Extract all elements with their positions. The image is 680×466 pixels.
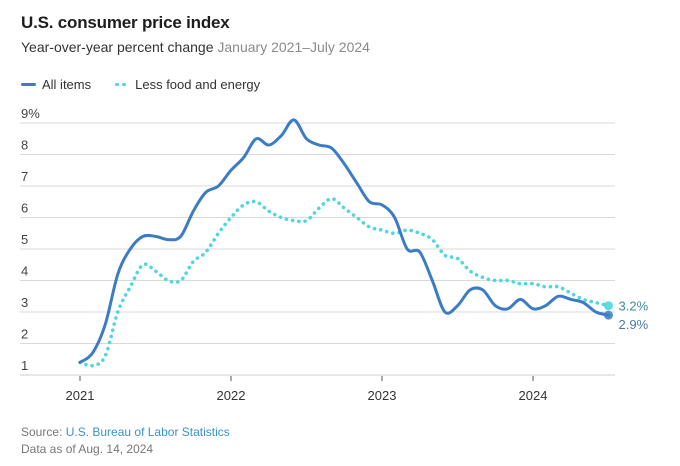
legend: All items Less food and energy	[21, 77, 282, 92]
y-tick-label: 6	[21, 201, 28, 216]
end-marker-all-items	[604, 310, 613, 320]
line-chart: 9% 8 7 6 5 4 3 2 1 2021 2022 2023 2024 3.2% 2.9%	[20, 106, 649, 403]
subtitle-date-range: January 2021–July 2024	[217, 39, 370, 55]
series-lines	[78, 118, 611, 368]
legend-label: All items	[42, 77, 92, 92]
chart-subtitle: Year-over-year percent change January 20…	[21, 39, 370, 55]
gridlines	[20, 122, 615, 376]
dotted-line-swatch-icon	[113, 82, 128, 87]
y-axis-ticks: 9% 8 7 6 5 4 3 2 1	[21, 106, 40, 373]
solid-line-swatch-icon	[21, 83, 36, 86]
subtitle-text: Year-over-year percent change	[21, 39, 214, 55]
y-tick-label: 2	[21, 327, 28, 342]
y-tick-label: 4	[21, 264, 28, 279]
chart-title: U.S. consumer price index	[21, 13, 230, 32]
legend-item-all-items: All items	[21, 77, 91, 92]
x-tick-label: 2023	[368, 388, 397, 403]
source-line: Source: U.S. Bureau of Labor Statistics	[21, 425, 230, 439]
y-tick-label: 9%	[21, 106, 40, 121]
end-label-less-food-and-energy: 3.2%	[619, 299, 649, 314]
legend-label: Less food and energy	[135, 77, 261, 92]
legend-item-core: Less food and energy	[113, 77, 260, 92]
series-line-all-items	[78, 118, 610, 364]
y-tick-label: 3	[21, 295, 28, 310]
y-tick-label: 5	[21, 232, 28, 247]
source-link[interactable]: U.S. Bureau of Labor Statistics	[65, 425, 230, 439]
y-tick-label: 7	[21, 169, 28, 184]
x-tick-label: 2024	[519, 388, 548, 403]
end-markers: 3.2% 2.9%	[604, 299, 649, 332]
end-label-all-items: 2.9%	[619, 317, 649, 332]
x-tick-label: 2021	[66, 388, 95, 403]
data-as-of: Data as of Aug. 14, 2024	[21, 442, 154, 456]
x-tick-label: 2022	[217, 388, 246, 403]
end-marker-less-food-and-energy	[604, 301, 613, 311]
series-line-less-food-and-energy	[78, 196, 611, 368]
source-prefix: Source:	[21, 425, 66, 439]
x-axis: 2021 2022 2023 2024	[66, 376, 548, 403]
y-tick-label: 1	[21, 358, 28, 373]
y-tick-label: 8	[21, 138, 28, 153]
